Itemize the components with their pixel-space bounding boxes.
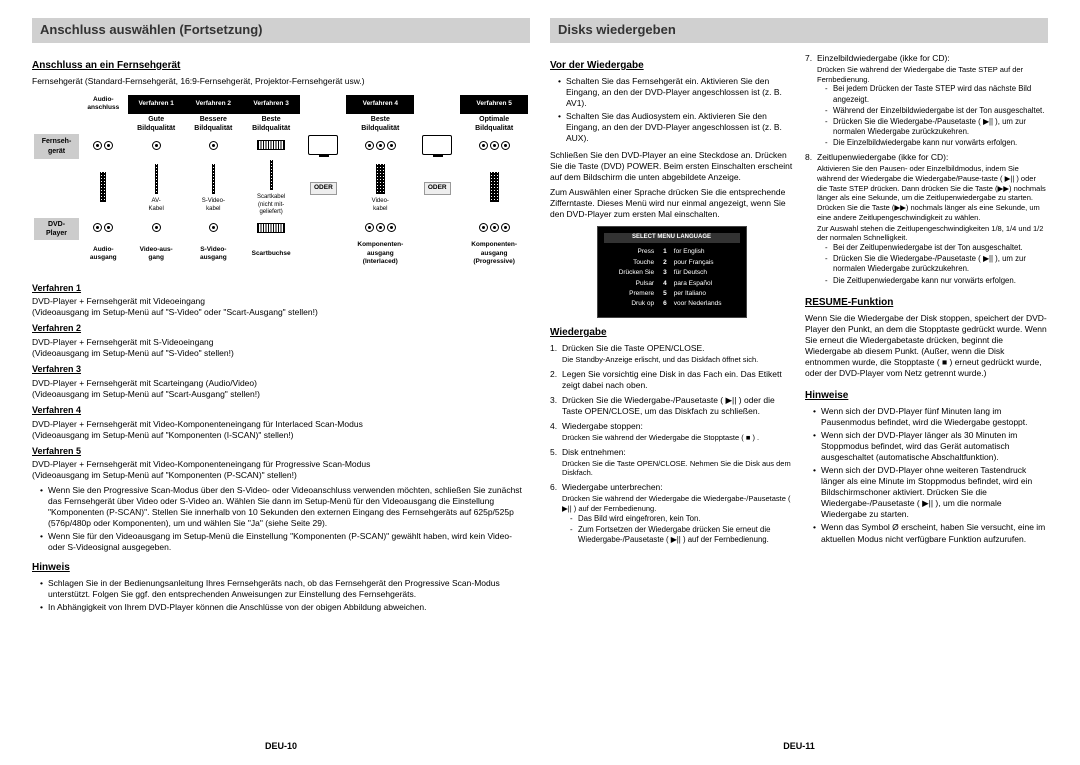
verfahren-block: Verfahren 4 DVD-Player + Fernsehgerät mit… <box>32 405 530 441</box>
vor-wiedergabe-title: Vor der Wiedergabe <box>550 59 793 72</box>
left-title-bar: Anschluss auswählen (Fortsetzung) <box>32 18 530 43</box>
verfahren-line: (Videoausgang im Setup-Menü auf "Scart-A… <box>32 389 530 400</box>
list-item: Die Einzelbildwiedergabe kann nur vorwär… <box>825 138 1048 148</box>
wiedergabe-title: Wiedergabe <box>550 326 793 339</box>
verfahren-line: (Videoausgang im Setup-Menü auf "Kompone… <box>32 470 530 481</box>
verfahren-title: Verfahren 1 <box>32 283 530 295</box>
list-item: 5.Disk entnehmen:Drücken Sie die Taste O… <box>550 447 793 479</box>
tv-icon <box>422 135 452 155</box>
list-item: Wenn das Symbol Ø erscheint, haben Sie v… <box>813 522 1048 544</box>
label-fernsehgeraet: Fernseh- gerät <box>34 134 79 159</box>
connection-diagram: Audio- anschluss Verfahren 1 Verfahren 2… <box>32 93 530 270</box>
playback-steps-cont: 7.Einzelbildwiedergabe (ikke for CD): Dr… <box>805 53 1048 286</box>
verfahren-block: Verfahren 1DVD-Player + Fernsehgerät mit… <box>32 283 530 319</box>
list-item: 8.Zeitlupenwiedergabe (ikke for CD): Akt… <box>805 152 1048 286</box>
hinweise-list: Wenn sich der DVD-Player fünf Minuten la… <box>805 406 1048 545</box>
verfahren-title: Verfahren 5 <box>32 446 530 458</box>
list-item: In Abhängigkeit von Ihrem DVD-Player kön… <box>40 602 530 613</box>
list-item: Drücken Sie die Wiedergabe-/Pausetaste (… <box>825 117 1048 137</box>
page-footer-left: DEU-10 <box>32 735 530 753</box>
verfahren-line: DVD-Player + Fernsehgerät mit Scarteinga… <box>32 378 530 389</box>
intro-text: Fernsehgerät (Standard-Fernsehgerät, 16:… <box>32 76 530 87</box>
verfahren-line: DVD-Player + Fernsehgerät mit S-Videoein… <box>32 337 530 348</box>
verfahren5-notes: Wenn Sie den Progressive Scan-Modus über… <box>32 485 530 555</box>
verfahren-title: Verfahren 2 <box>32 323 530 335</box>
list-item: 2.Legen Sie vorsichtig eine Disk in das … <box>550 369 793 391</box>
verfahren-block: Verfahren 2 DVD-Player + Fernsehgerät mit… <box>32 323 530 359</box>
verfahren-title: Verfahren 3 <box>32 364 530 376</box>
tv-icon <box>308 135 338 155</box>
list-item: Zum Fortsetzen der Wiedergabe drücken Si… <box>570 525 793 545</box>
paragraph: Schließen Sie den DVD-Player an eine Ste… <box>550 150 793 183</box>
resume-title: RESUME-Funktion <box>805 296 1048 309</box>
verfahren-line: (Videoausgang im Setup-Menü auf "Kompone… <box>32 430 530 441</box>
page-left: Anschluss auswählen (Fortsetzung) Anschl… <box>22 18 540 753</box>
label-dvd-player: DVD- Player <box>34 218 79 240</box>
list-item: Bei jedem Drücken der Taste STEP wird da… <box>825 84 1048 104</box>
list-item: Bei der Zeitlupenwiedergabe ist der Ton … <box>825 243 1048 253</box>
paragraph: Zum Auswählen einer Sprache drücken Sie … <box>550 187 793 220</box>
verfahren-line: DVD-Player + Fernsehgerät mit Videoeinga… <box>32 296 530 307</box>
verfahren-line: DVD-Player + Fernsehgerät mit Video-Komp… <box>32 419 530 430</box>
verfahren-title: Verfahren 4 <box>32 405 530 417</box>
list-item: Wenn Sie für den Videoausgang im Setup-M… <box>40 531 530 553</box>
page-right: Disks wiedergeben Vor der Wiedergabe Sch… <box>540 18 1058 753</box>
right-title-bar: Disks wiedergeben <box>550 18 1048 43</box>
hinweis-list: Schlagen Sie in der Bedienungsanleitung … <box>32 578 530 615</box>
list-item: Das Bild wird eingefroren, kein Ton. <box>570 514 793 524</box>
verfahren-line: (Videoausgang im Setup-Menü auf "S-Video… <box>32 307 530 318</box>
list-item: Schalten Sie das Fernsehgerät ein. Aktiv… <box>558 76 793 109</box>
list-item: Die Zeitlupenwiedergabe kann nur vorwärt… <box>825 276 1048 286</box>
verfahren-block: Verfahren 5DVD-Player + Fernsehgerät mit… <box>32 446 530 482</box>
menu-title: SELECT MENU LANGUAGE <box>604 233 740 243</box>
playback-steps: 1.Drücken Sie die Taste OPEN/CLOSE.Die S… <box>550 343 793 545</box>
hinweis-title: Hinweis <box>32 561 530 574</box>
right-col-a: Vor der Wiedergabe Schalten Sie das Fern… <box>550 53 793 549</box>
scart-icon <box>257 223 285 233</box>
verfahren-line: (Videoausgang im Setup-Menü auf "S-Video… <box>32 348 530 359</box>
diagram-table: Audio- anschluss Verfahren 1 Verfahren 2… <box>34 95 528 268</box>
list-item: 1.Drücken Sie die Taste OPEN/CLOSE.Die S… <box>550 343 793 365</box>
list-item: Schalten Sie das Audiosystem ein. Aktivi… <box>558 111 793 144</box>
pre-playback-list: Schalten Sie das Fernsehgerät ein. Aktiv… <box>550 76 793 144</box>
list-item: 4.Wiedergabe stoppen:Drücken Sie während… <box>550 421 793 443</box>
language-menu: SELECT MENU LANGUAGE Press1for EnglishTo… <box>597 226 747 317</box>
list-item: 7.Einzelbildwiedergabe (ikke for CD): Dr… <box>805 53 1048 148</box>
list-item: Während der Einzelbildwiedergabe ist der… <box>825 106 1048 116</box>
verfahren-line: DVD-Player + Fernsehgerät mit Video-Komp… <box>32 459 530 470</box>
section-anschluss-tv: Anschluss an ein Fernsehgerät <box>32 59 530 72</box>
verfahren-block: Verfahren 3 DVD-Player + Fernsehgerät mit… <box>32 364 530 400</box>
right-col-b: 7.Einzelbildwiedergabe (ikke for CD): Dr… <box>805 53 1048 549</box>
list-item: Wenn Sie den Progressive Scan-Modus über… <box>40 485 530 529</box>
scart-icon <box>257 140 285 150</box>
list-item: Wenn sich der DVD-Player länger als 30 M… <box>813 430 1048 463</box>
list-item: Drücken Sie die Wiedergabe-/Pausetaste (… <box>825 254 1048 274</box>
list-item: Wenn sich der DVD-Player fünf Minuten la… <box>813 406 1048 428</box>
page-footer-right: DEU-11 <box>550 735 1048 753</box>
list-item: Schlagen Sie in der Bedienungsanleitung … <box>40 578 530 600</box>
list-item: 6.Wiedergabe unterbrechen:Drücken Sie wä… <box>550 482 793 545</box>
hinweise-title: Hinweise <box>805 389 1048 402</box>
list-item: 3.Drücken Sie die Wiedergabe-/Pausetaste… <box>550 395 793 417</box>
resume-text: Wenn Sie die Wiedergabe der Disk stoppen… <box>805 313 1048 379</box>
list-item: Wenn sich der DVD-Player ohne weiteren T… <box>813 465 1048 520</box>
verfahren-list: Verfahren 1DVD-Player + Fernsehgerät mit… <box>32 278 530 485</box>
